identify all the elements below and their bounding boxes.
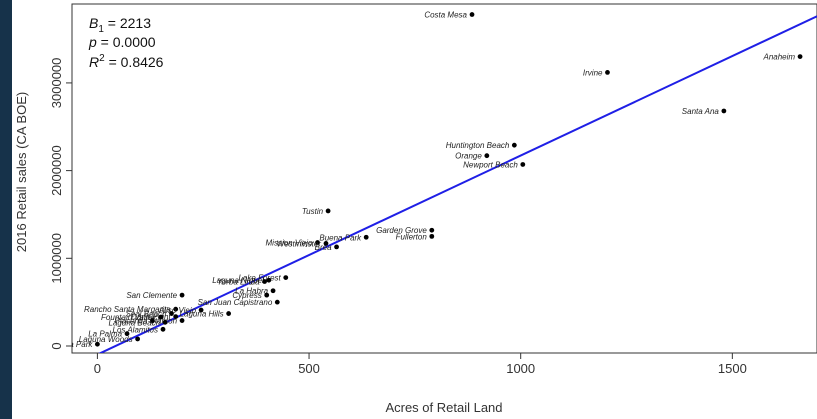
data-point — [179, 318, 185, 323]
data-point — [124, 331, 130, 337]
point-label: Cypress — [232, 291, 261, 300]
point-label: Santa Ana — [682, 107, 720, 116]
data-point — [797, 54, 803, 60]
point-label: Laguna Beach — [109, 318, 161, 327]
data-point — [429, 233, 435, 239]
data-point — [150, 318, 155, 323]
point-label: Brea — [315, 243, 332, 252]
data-point — [160, 326, 166, 332]
plot-frame — [71, 3, 817, 354]
data-point — [198, 307, 204, 313]
point-label: Irvine — [583, 68, 603, 77]
point-label: Placentia — [115, 317, 148, 326]
y-tick-label: 1000000 — [49, 233, 64, 284]
x-axis-title: Acres of Retail Land — [385, 400, 502, 415]
data-point — [363, 234, 369, 240]
point-label: Yorba Linda — [217, 278, 260, 287]
data-point — [429, 227, 435, 233]
point-label: La Habra — [235, 287, 268, 296]
point-label: La Palma — [88, 330, 122, 339]
chart-svg: 0 500 1000 1500 0 1000000 2000000 3000000 Cost… — [14, 3, 817, 415]
plot-area: Costa Mesa Irvine Anaheim Santa Ana Huntingt… — [59, 11, 817, 353]
point-label: Fountain Valley — [101, 313, 157, 322]
data-point — [323, 240, 329, 246]
point-label: Westminster — [277, 239, 322, 248]
data-point — [169, 311, 174, 316]
point-label: Anaheim — [762, 53, 795, 62]
point-label: Laguna Hills — [180, 310, 224, 319]
point-label: Costa Mesa — [424, 11, 467, 20]
data-point — [484, 153, 490, 159]
point-label: Newport Beach — [463, 160, 518, 169]
point-label: Huntington Beach — [446, 141, 510, 150]
point-label: Lake Forest — [239, 274, 282, 283]
data-point — [173, 314, 179, 320]
point-label: Buena Park — [319, 233, 362, 242]
y-axis-title: 2016 Retail sales (CA BOE) — [14, 92, 29, 252]
data-point — [469, 12, 475, 17]
x-tick-label: 1500 — [718, 361, 747, 376]
data-point — [173, 306, 179, 312]
b1-stat: B1 = 2213 — [89, 15, 151, 35]
data-point — [226, 311, 232, 316]
data-point — [520, 162, 526, 167]
point-label: Laguna Woods — [79, 335, 133, 344]
data-point — [334, 244, 339, 250]
point-label: Los Alamitos — [113, 325, 159, 334]
y-axis: 0 1000000 2000000 3000000 — [49, 58, 72, 350]
data-point — [162, 319, 168, 325]
point-label: Garden Grove — [376, 226, 427, 235]
regression-line — [98, 15, 817, 353]
regression-stats: B1 = 2213 p = 0.0000 R2 = 0.8426 — [88, 15, 164, 70]
data-point — [270, 288, 276, 294]
point-label: Laguna Niguel — [212, 276, 264, 285]
data-point — [94, 341, 100, 347]
point-label: Fullerton — [396, 232, 428, 241]
x-tick-label: 1000 — [506, 361, 535, 376]
data-point — [266, 277, 272, 283]
data-point — [135, 336, 141, 342]
x-tick-label: 500 — [298, 361, 320, 376]
data-point — [511, 142, 517, 148]
data-point — [325, 208, 331, 214]
r-squared-stat: R2 = 0.8426 — [89, 53, 164, 70]
point-label: Tustin — [302, 207, 324, 216]
data-point — [315, 240, 320, 245]
point-label: Dana Point — [131, 313, 171, 322]
point-label: Orange — [455, 152, 482, 161]
point-label: Mission Viejo — [266, 239, 314, 248]
y-tick-label: 2000000 — [49, 145, 64, 196]
data-point — [262, 279, 267, 284]
x-axis: 0 500 1000 1500 — [94, 353, 747, 376]
point-label: San Clemente — [126, 291, 177, 300]
y-tick-label: 3000000 — [49, 58, 64, 109]
data-point — [264, 292, 270, 298]
point-label: Rancho Santa Margarita — [84, 305, 171, 314]
y-tick-label: 0 — [49, 342, 64, 349]
point-label: San Juan Capistrano — [198, 298, 273, 307]
point-label: Aliso Viejo — [158, 306, 197, 315]
data-point — [179, 292, 185, 298]
x-tick-label: 0 — [94, 361, 101, 376]
data-point — [283, 275, 289, 280]
p-value-stat: p = 0.0000 — [88, 34, 156, 50]
data-point — [158, 314, 164, 320]
point-label: Seal Beach — [126, 310, 167, 319]
data-point — [721, 108, 727, 114]
point-label: Villa Park — [59, 340, 94, 349]
data-point — [274, 299, 280, 305]
scatter-chart: 0 500 1000 1500 0 1000000 2000000 3000000 Cost… — [12, 0, 817, 419]
data-point — [605, 69, 610, 75]
